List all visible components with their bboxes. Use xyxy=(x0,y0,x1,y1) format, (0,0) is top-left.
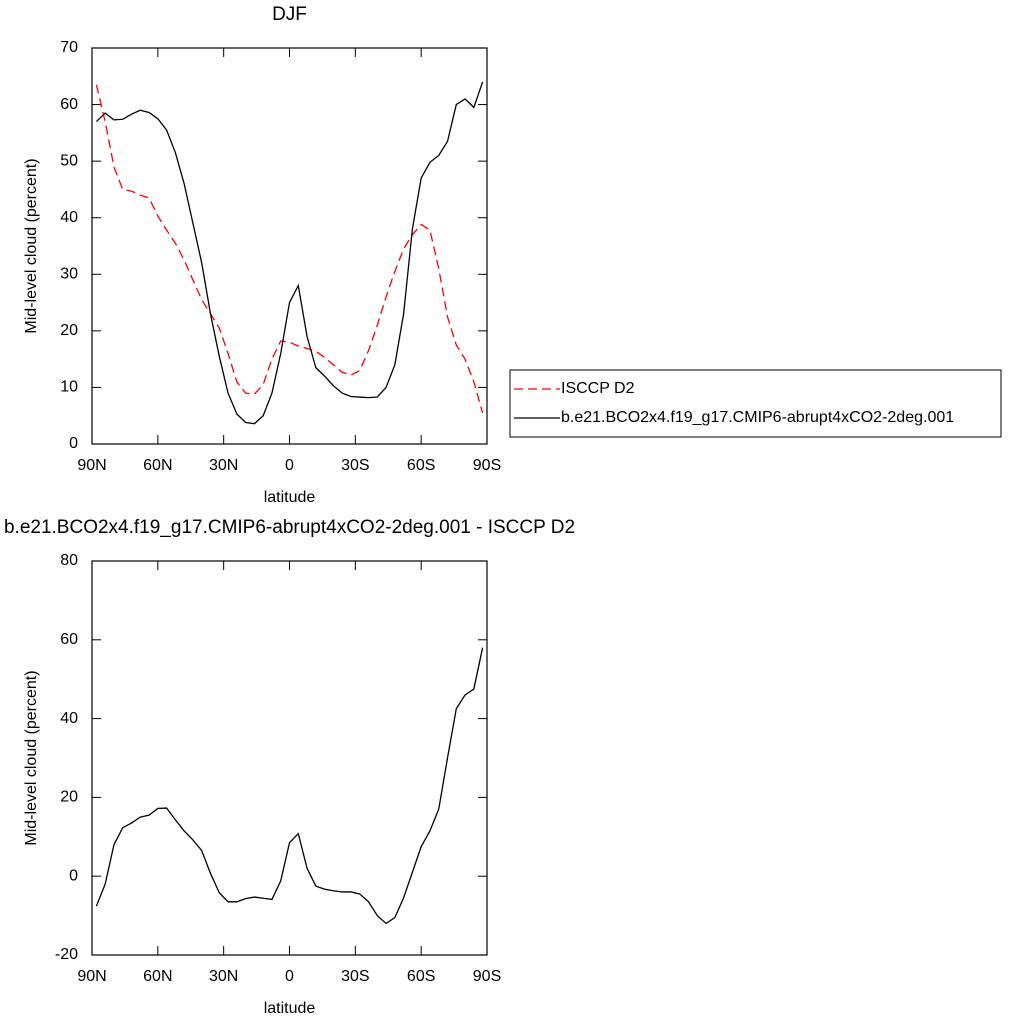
x-tick-label: 90N xyxy=(77,968,106,985)
y-tick-label: 60 xyxy=(60,96,78,113)
y-tick-label: 20 xyxy=(60,789,78,806)
plot-frame xyxy=(91,47,488,445)
plot-frame xyxy=(91,560,488,956)
y-tick-label: 0 xyxy=(69,867,78,884)
x-tick-label: 90S xyxy=(473,968,501,985)
x-tick-label: 60N xyxy=(143,968,172,985)
x-tick-label: 30N xyxy=(209,968,238,985)
y-tick-label: 40 xyxy=(60,710,78,727)
x-tick-label: 30S xyxy=(341,457,369,474)
y-tick-label: 80 xyxy=(60,552,78,569)
x-tick-label: 60S xyxy=(407,457,435,474)
y-axis-label: Mid-level cloud (percent) xyxy=(23,670,40,845)
y-axis-label: Mid-level cloud (percent) xyxy=(23,158,40,333)
series-line xyxy=(95,84,484,414)
y-tick-label: 40 xyxy=(60,209,78,226)
chart-title: b.e21.BCO2x4.f19_g17.CMIP6-abrupt4xCO2-2… xyxy=(4,517,575,538)
x-tick-label: 90S xyxy=(473,457,501,474)
y-tick-label: 10 xyxy=(60,379,78,396)
y-tick-label: 0 xyxy=(69,435,78,452)
y-tick-label: 50 xyxy=(60,152,78,169)
legend-label: ISCCP D2 xyxy=(561,380,635,397)
y-tick-label: -20 xyxy=(55,946,78,963)
x-tick-label: 0 xyxy=(285,457,294,474)
y-tick-label: 20 xyxy=(60,322,78,339)
y-tick-label: 60 xyxy=(60,631,78,648)
y-tick-label: 70 xyxy=(60,39,78,56)
series-line xyxy=(95,647,484,925)
x-tick-label: 0 xyxy=(285,968,294,985)
y-tick-label: 30 xyxy=(60,266,78,283)
legend-label: b.e21.BCO2x4.f19_g17.CMIP6-abrupt4xCO2-2… xyxy=(561,409,954,426)
x-tick-label: 30S xyxy=(341,968,369,985)
x-tick-label: 60N xyxy=(143,457,172,474)
legend-box xyxy=(509,369,1002,438)
x-tick-label: 60S xyxy=(407,968,435,985)
x-axis-label: latitude xyxy=(264,489,316,506)
series-line xyxy=(95,81,484,425)
x-tick-label: 90N xyxy=(77,457,106,474)
x-axis-label: latitude xyxy=(264,1000,316,1017)
chart-title: DJF xyxy=(272,4,307,25)
x-tick-label: 30N xyxy=(209,457,238,474)
